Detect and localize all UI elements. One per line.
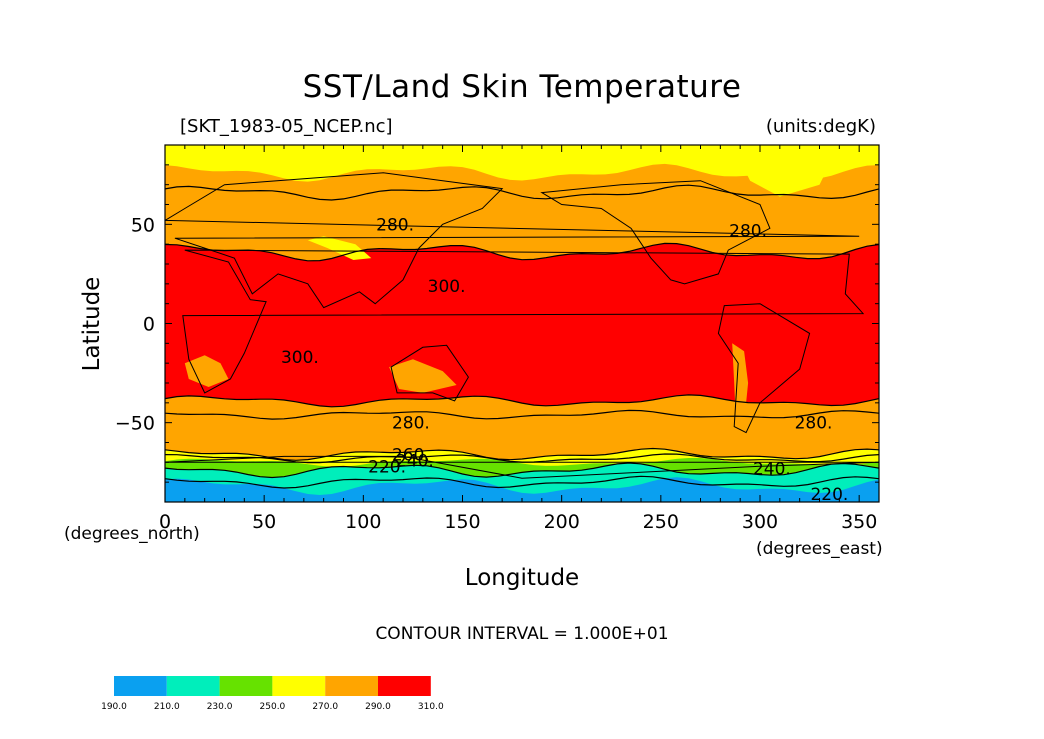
- contour-lines: [165, 184, 879, 489]
- chart-subtitle-left: [SKT_1983-05_NCEP.nc]: [180, 116, 393, 137]
- chart-subtitle-right: (units:degK): [766, 116, 876, 137]
- coast-south-america: [717, 303, 811, 434]
- contour-label-4: 280.: [392, 414, 430, 434]
- x-tick-label-0: 0: [159, 511, 171, 533]
- contour-labels: 280.300.300.280.280. 280.260.240.220. 240.…: [281, 215, 848, 505]
- colorbar-swatch-1: [166, 676, 220, 696]
- x-tick-label-100: 100: [345, 511, 381, 533]
- contour-200-south: [165, 475, 879, 489]
- coast-africa: [182, 249, 865, 394]
- coast-antarctica: [165, 455, 879, 479]
- coastlines: [165, 172, 879, 479]
- contour-label-5: 280.: [795, 414, 833, 434]
- y-tick-labels: −50 0 50: [115, 214, 155, 434]
- axis-ticks: [164, 144, 880, 503]
- contour-label-3: 280.: [729, 221, 767, 241]
- colorbar-level-6: 310.0: [418, 702, 444, 712]
- colorbar-swatch-5: [378, 676, 431, 696]
- contour-interval: CONTOUR INTERVAL = 1.000E+01: [375, 624, 668, 644]
- colorbar-level-2: 230.0: [207, 702, 233, 712]
- x-axis-label: Longitude: [465, 565, 579, 591]
- contour-280-north: [165, 184, 879, 201]
- x-tick-label-200: 200: [544, 511, 580, 533]
- colorbar-level-5: 290.0: [365, 702, 391, 712]
- x-axis-unit: (degrees_east): [756, 539, 883, 559]
- temperature-bands: [165, 145, 879, 502]
- y-axis-label: Latitude: [79, 277, 105, 372]
- y-tick-label--50: −50: [115, 413, 155, 435]
- x-tick-labels: 0 50 100 150 200 250 300 350: [159, 511, 877, 533]
- x-tick-label-150: 150: [444, 511, 480, 533]
- land-yellow-tibet: [307, 236, 372, 260]
- coast-north-america: [540, 180, 771, 285]
- x-tick-label-300: 300: [742, 511, 778, 533]
- contour-label-9: 240.: [753, 459, 791, 479]
- colorbar-level-3: 250.0: [260, 702, 286, 712]
- x-tick-label-50: 50: [252, 511, 276, 533]
- contour-label-2: 300.: [281, 348, 319, 368]
- x-tick-label-350: 350: [841, 511, 877, 533]
- contour-label-8: 220.: [368, 457, 406, 477]
- colorbar-swatch-4: [325, 676, 378, 696]
- band-red-tropics: [165, 243, 879, 407]
- coast-australia: [390, 344, 469, 402]
- contour-label-7: 240.: [396, 451, 434, 471]
- coast-eurasia: [165, 172, 860, 309]
- land-orange-sahara-south: [184, 355, 229, 387]
- contour-label-6: 260.: [392, 445, 430, 465]
- y-axis-unit: (degrees_north): [64, 524, 200, 544]
- contour-label-10: 220.: [810, 485, 848, 505]
- contour-300-north: [165, 242, 879, 262]
- colorbar-level-0: 190.0: [101, 702, 127, 712]
- contour-label-1: 300.: [428, 277, 466, 297]
- colorbar-level-4: 270.0: [312, 702, 338, 712]
- contour-280-south: [165, 409, 879, 420]
- x-tick-label-250: 250: [643, 511, 679, 533]
- y-tick-label-50: 50: [131, 214, 155, 236]
- contour-300-south: [165, 394, 879, 408]
- land-orange-andes: [732, 343, 749, 427]
- contour-240-south: [165, 453, 879, 464]
- colorbar-swatch-0: [114, 676, 167, 696]
- colorbar-level-1: 210.0: [154, 702, 180, 712]
- land-orange-australia: [389, 359, 457, 393]
- colorbar-swatch-3: [272, 676, 326, 696]
- contour-260-south: [165, 447, 879, 461]
- colorbar-swatch-2: [219, 676, 273, 696]
- band-blue-south: [165, 477, 879, 502]
- y-tick-label-0: 0: [143, 314, 155, 336]
- chart-title: SST/Land Skin Temperature: [303, 69, 742, 105]
- contour-220-south: [165, 462, 879, 479]
- contour-label-0: 280.: [376, 215, 414, 235]
- plot-area: 280.300.300.280.280. 280.260.240.220. 240.…: [165, 145, 879, 505]
- colorbar: 190.0 210.0 230.0 250.0 270.0 290.0 310.0: [101, 676, 444, 712]
- land-yellow-greenland: [740, 158, 830, 197]
